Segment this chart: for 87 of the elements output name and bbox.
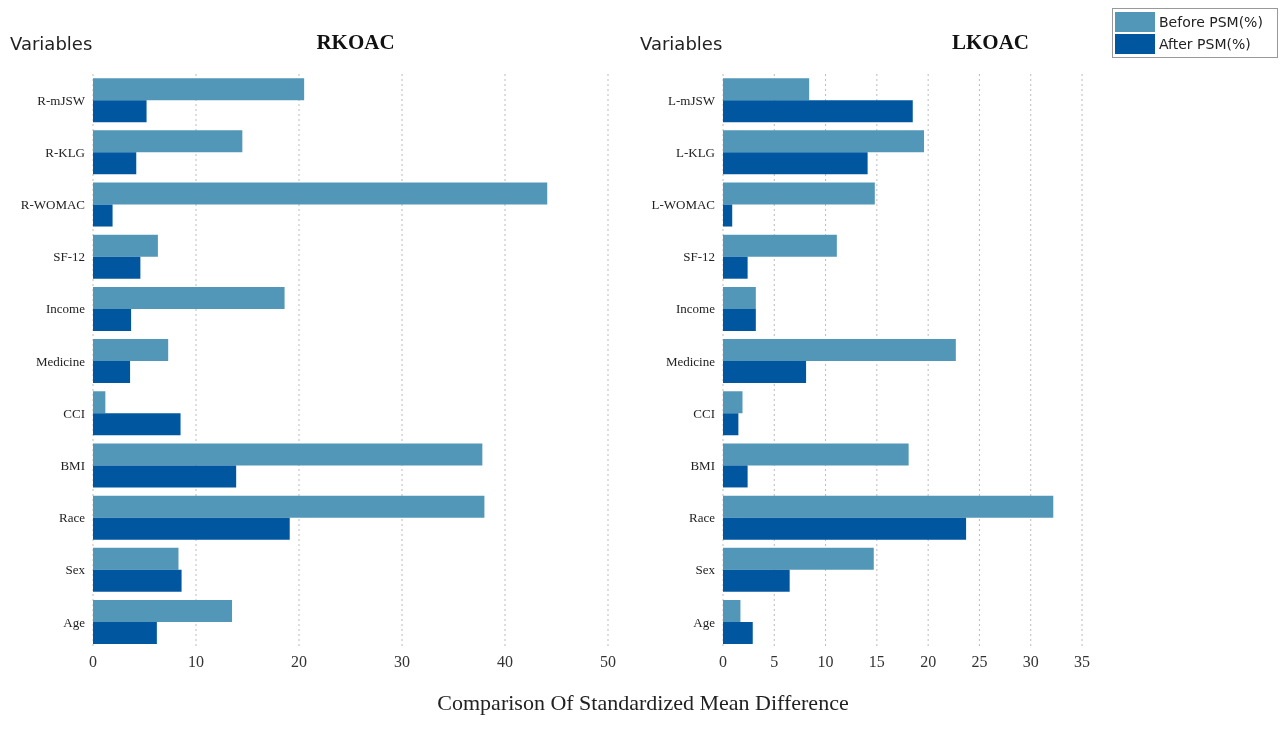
bar — [93, 547, 179, 570]
y-tick-label: L-mJSW — [668, 92, 716, 108]
bar — [93, 517, 290, 540]
bar — [93, 152, 137, 175]
bar — [93, 599, 233, 622]
x-tick-label: 15 — [868, 653, 885, 671]
bar — [93, 339, 169, 362]
x-axis-title: Comparison Of Standardized Mean Difference — [436, 690, 850, 716]
bar — [93, 569, 182, 592]
legend-label: Before PSM(%) — [1159, 14, 1263, 30]
bar — [723, 599, 741, 622]
bar — [723, 204, 733, 227]
bar — [93, 391, 106, 414]
y-tick-label: Age — [693, 614, 716, 630]
y-tick-label: L-KLG — [676, 144, 715, 160]
bar — [723, 495, 1054, 518]
bar — [93, 204, 113, 227]
y-tick-label: Income — [46, 301, 86, 317]
bar — [723, 339, 956, 362]
y-tick-label: Race — [689, 510, 716, 526]
y-tick-label: Medicine — [35, 353, 86, 369]
bar — [93, 621, 157, 644]
y-tick-label: BMI — [60, 457, 85, 473]
y-tick-label: R-mJSW — [37, 92, 86, 108]
bar — [723, 308, 756, 331]
x-tick-label: 0 — [89, 653, 97, 671]
x-tick-label: 35 — [1074, 653, 1090, 671]
y-tick-label: Sex — [65, 562, 86, 578]
bar — [93, 413, 181, 436]
bar — [93, 465, 237, 488]
bar — [723, 465, 748, 488]
legend-label: After PSM(%) — [1159, 36, 1251, 52]
x-tick-label: 30 — [1022, 653, 1039, 671]
bar — [723, 517, 967, 540]
bar — [723, 569, 790, 592]
y-tick-label: CCI — [63, 405, 85, 421]
x-tick-label: 10 — [817, 653, 834, 671]
bar — [93, 130, 243, 153]
x-tick-label: 50 — [600, 653, 616, 671]
bar — [723, 391, 743, 414]
y-tick-label: Sex — [695, 562, 716, 578]
bar — [723, 130, 925, 153]
x-tick-label: 20 — [920, 653, 937, 671]
bar — [723, 286, 756, 309]
x-tick-label: 0 — [719, 653, 727, 671]
bar — [93, 286, 285, 309]
bar — [723, 100, 913, 123]
y-tick-label: Age — [63, 614, 86, 630]
y-tick-label: BMI — [690, 457, 715, 473]
bar — [93, 308, 132, 331]
bar — [723, 361, 807, 384]
y-tick-label: Medicine — [665, 353, 716, 369]
chart-title: RKOAC — [315, 30, 396, 55]
bar — [723, 78, 810, 101]
y-tick-label: SF-12 — [53, 249, 85, 265]
bar — [723, 256, 748, 279]
bar — [723, 443, 909, 466]
x-tick-label: 20 — [291, 653, 307, 671]
bar — [93, 361, 131, 384]
bar — [723, 182, 875, 205]
y-axis-title: Variables — [640, 33, 723, 54]
x-tick-label: 25 — [971, 653, 988, 671]
bar — [93, 100, 147, 123]
x-tick-label: 30 — [394, 653, 410, 671]
chart-title: LKOAC — [951, 30, 1029, 54]
y-tick-label: R-KLG — [45, 144, 85, 160]
bar — [723, 547, 874, 570]
bar — [93, 182, 548, 205]
bar — [93, 78, 305, 101]
y-tick-label: Race — [59, 510, 86, 526]
bar — [93, 234, 158, 257]
bar — [723, 413, 739, 436]
y-tick-label: SF-12 — [683, 249, 715, 265]
y-tick-label: L-WOMAC — [651, 197, 715, 213]
bar — [93, 495, 485, 518]
bar — [93, 443, 483, 466]
y-tick-label: CCI — [693, 405, 715, 421]
x-tick-label: 10 — [188, 653, 204, 671]
bar — [723, 234, 837, 257]
y-tick-label: Income — [676, 301, 716, 317]
bar — [723, 621, 753, 644]
bar — [93, 256, 141, 279]
x-tick-label: 5 — [770, 653, 779, 671]
y-axis-title: Variables — [10, 33, 93, 54]
bar — [723, 152, 868, 175]
x-tick-label: 40 — [497, 653, 513, 671]
y-tick-label: R-WOMAC — [20, 197, 85, 213]
